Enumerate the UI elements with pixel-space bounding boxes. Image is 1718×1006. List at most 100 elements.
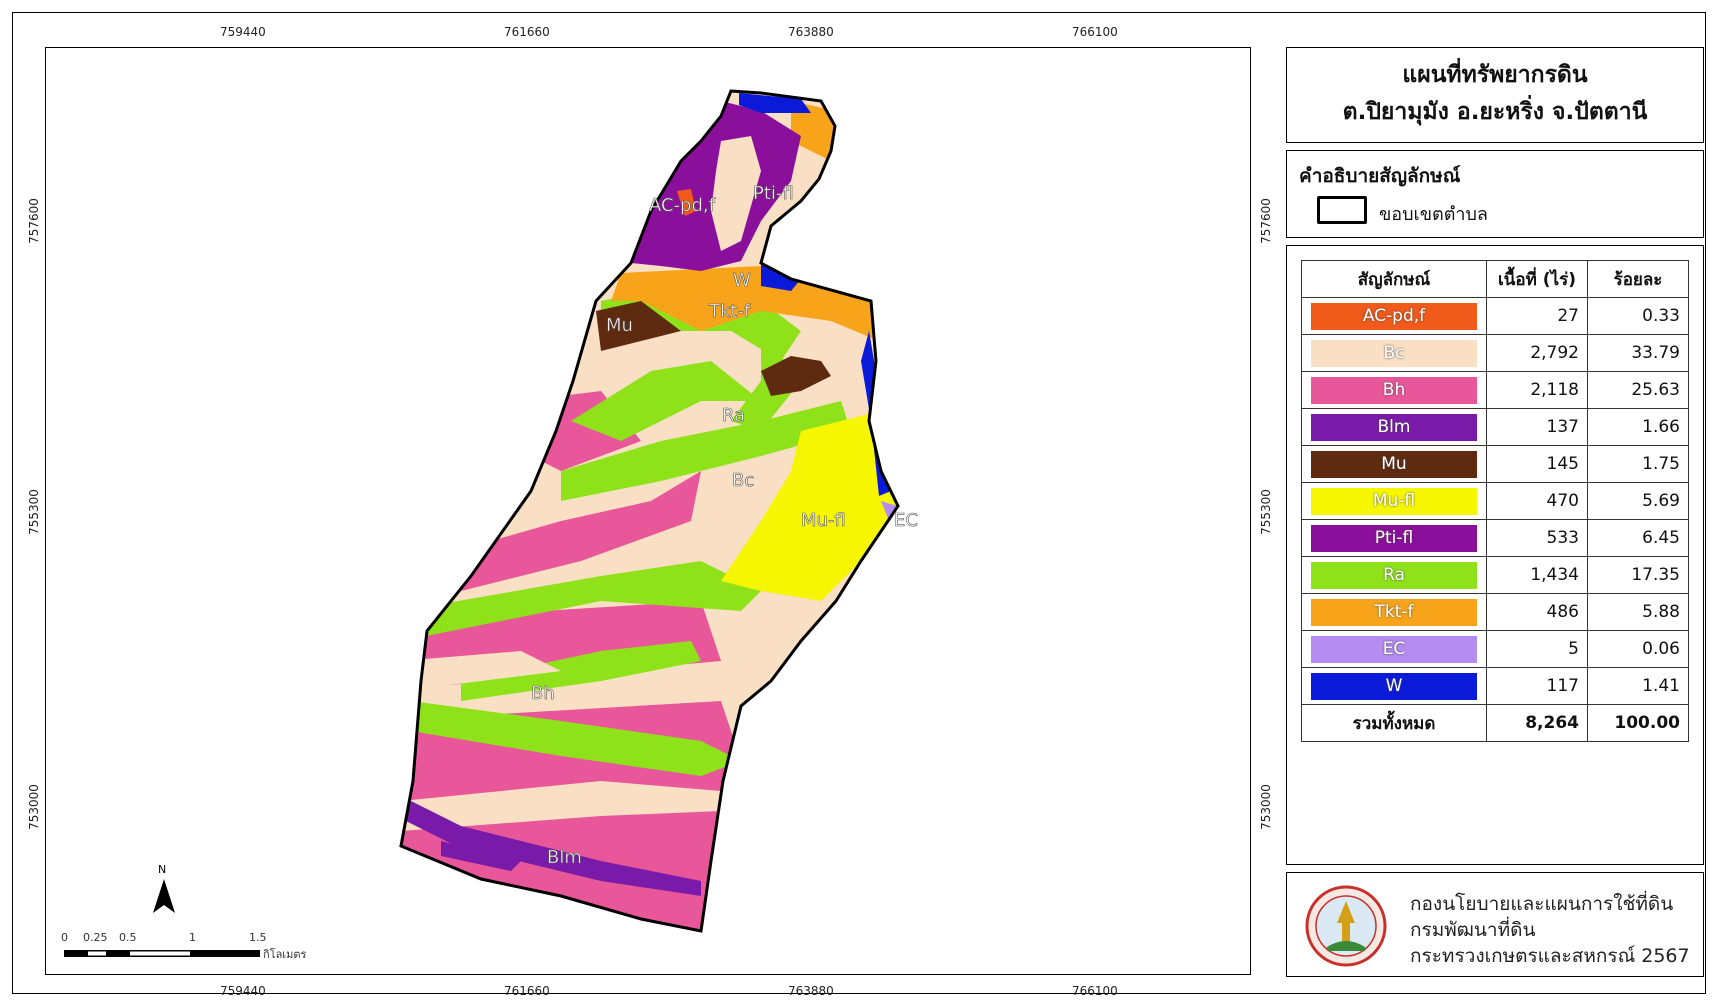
symbol-cell: W <box>1301 667 1487 705</box>
soil-swatch: Bh <box>1311 376 1477 404</box>
x-tick-bottom-1: 759440 <box>220 984 266 998</box>
scale-bar: 0 0.25 0.5 1 1.5 กิโลเมตร <box>61 931 306 961</box>
y-tick-left-1: 757600 <box>26 198 41 244</box>
total-area: 8,264 <box>1486 704 1588 742</box>
area-cell: 145 <box>1486 445 1588 483</box>
label-bh: Bh <box>531 683 555 704</box>
symbol-cell: Mu-fl <box>1301 482 1487 520</box>
org-department: กรมพัฒนาที่ดิน <box>1410 919 1536 941</box>
table-row: Mu-fl 470 5.69 <box>1301 482 1689 520</box>
percent-cell: 5.88 <box>1587 593 1689 631</box>
org-ministry-year: กระทรวงเกษตรและสหกรณ์ 2567 <box>1410 945 1690 967</box>
soil-swatch: Blm <box>1311 413 1477 441</box>
percent-cell: 17.35 <box>1587 556 1689 594</box>
total-label: รวมทั้งหมด <box>1301 704 1487 742</box>
label-blm: Blm <box>547 847 582 868</box>
ldd-seal-icon <box>1305 885 1387 967</box>
y-tick-left-2: 755300 <box>26 489 41 535</box>
col-header-area: เนื้อที่ (ไร่) <box>1486 260 1588 298</box>
percent-cell: 1.41 <box>1587 667 1689 705</box>
table-row: AC-pd,f 27 0.33 <box>1301 297 1689 335</box>
symbol-cell: Mu <box>1301 445 1487 483</box>
soil-swatch: Mu-fl <box>1311 487 1477 515</box>
label-mu-fl: Mu-fl <box>801 510 846 531</box>
area-cell: 486 <box>1486 593 1588 631</box>
table-row: Bc 2,792 33.79 <box>1301 334 1689 372</box>
map-frame[interactable]: AC-pd,f Pti-fl W Tkt-f Mu Ra Bc Mu-fl EC… <box>45 47 1251 975</box>
soil-swatch: Ra <box>1311 561 1477 589</box>
table-row: Bh 2,118 25.63 <box>1301 371 1689 409</box>
north-label: N <box>158 863 166 876</box>
x-tick-bottom-3: 763880 <box>788 984 834 998</box>
boundary-symbol-icon <box>1317 196 1367 224</box>
x-tick-top-3: 763880 <box>788 25 834 39</box>
soil-swatch: W <box>1311 672 1477 700</box>
x-tick-top-1: 759440 <box>220 25 266 39</box>
label-tkt-f: Tkt-f <box>708 301 751 322</box>
y-tick-right-3: 753000 <box>1258 784 1273 830</box>
percent-cell: 33.79 <box>1587 334 1689 372</box>
x-tick-top-2: 761660 <box>504 25 550 39</box>
total-percent: 100.00 <box>1587 704 1689 742</box>
percent-cell: 1.75 <box>1587 445 1689 483</box>
table-row: Ra 1,434 17.35 <box>1301 556 1689 594</box>
scale-label-05: 0.5 <box>119 931 137 944</box>
area-cell: 137 <box>1486 408 1588 446</box>
area-cell: 2,118 <box>1486 371 1588 409</box>
soil-swatch: Mu <box>1311 450 1477 478</box>
table-row: Mu 145 1.75 <box>1301 445 1689 483</box>
label-ec: EC <box>894 510 918 531</box>
map-subtitle: ต.ปิยามุมัง อ.ยะหริ่ง จ.ปัตตานี <box>1342 99 1648 125</box>
y-tick-left-3: 753000 <box>26 784 41 830</box>
soil-swatch: Bc <box>1311 339 1477 367</box>
area-cell: 117 <box>1486 667 1588 705</box>
soil-map[interactable]: AC-pd,f Pti-fl W Tkt-f Mu Ra Bc Mu-fl EC… <box>46 48 1251 975</box>
symbol-cell: AC-pd,f <box>1301 297 1487 335</box>
table-row: Pti-fl 533 6.45 <box>1301 519 1689 557</box>
soil-swatch: Tkt-f <box>1311 598 1477 626</box>
area-cell: 2,792 <box>1486 334 1588 372</box>
title-panel: แผนที่ทรัพยากรดิน ต.ปิยามุมัง อ.ยะหริ่ง … <box>1286 47 1704 143</box>
percent-cell: 5.69 <box>1587 482 1689 520</box>
percent-cell: 25.63 <box>1587 371 1689 409</box>
soil-swatch: Pti-fl <box>1311 524 1477 552</box>
symbol-cell: Bc <box>1301 334 1487 372</box>
scale-label-1: 1 <box>189 931 196 944</box>
scale-unit: กิโลเมตร <box>263 947 307 961</box>
org-division: กองนโยบายและแผนการใช้ที่ดิน <box>1410 893 1674 915</box>
area-cell: 533 <box>1486 519 1588 557</box>
percent-cell: 0.06 <box>1587 630 1689 668</box>
symbol-cell: EC <box>1301 630 1487 668</box>
percent-cell: 0.33 <box>1587 297 1689 335</box>
subdistrict-boundary <box>399 89 900 933</box>
scale-label-0: 0 <box>61 931 68 944</box>
symbol-cell: Pti-fl <box>1301 519 1487 557</box>
label-mu: Mu <box>606 315 633 336</box>
soil-swatch: EC <box>1311 635 1477 663</box>
soil-swatch: AC-pd,f <box>1311 302 1477 330</box>
table-row: EC 5 0.06 <box>1301 630 1689 668</box>
legend-panel: คำอธิบายสัญลักษณ์ ขอบเขตตำบล <box>1286 150 1704 238</box>
scale-label-15: 1.5 <box>249 931 267 944</box>
legend-heading: คำอธิบายสัญลักษณ์ <box>1299 165 1461 187</box>
label-bc: Bc <box>732 470 754 491</box>
symbol-cell: Bh <box>1301 371 1487 409</box>
scale-label-025: 0.25 <box>83 931 108 944</box>
table-row: Tkt-f 486 5.88 <box>1301 593 1689 631</box>
percent-cell: 6.45 <box>1587 519 1689 557</box>
symbol-cell: Ra <box>1301 556 1487 594</box>
area-cell: 5 <box>1486 630 1588 668</box>
soil-table-panel: สัญลักษณ์ เนื้อที่ (ไร่) ร้อยละ AC-pd,f 2… <box>1286 245 1704 865</box>
label-pti-fl: Pti-fl <box>753 183 794 204</box>
label-ac-pdf: AC-pd,f <box>649 195 716 216</box>
y-tick-right-2: 755300 <box>1258 489 1273 535</box>
x-tick-bottom-4: 766100 <box>1072 984 1118 998</box>
col-header-percent: ร้อยละ <box>1587 260 1689 298</box>
percent-cell: 1.66 <box>1587 408 1689 446</box>
symbol-cell: Blm <box>1301 408 1487 446</box>
table-total-row: รวมทั้งหมด 8,264 100.00 <box>1301 704 1689 742</box>
soil-table: สัญลักษณ์ เนื้อที่ (ไร่) ร้อยละ AC-pd,f 2… <box>1301 260 1689 742</box>
col-header-symbol: สัญลักษณ์ <box>1301 260 1487 298</box>
north-arrow-icon: N <box>153 863 175 913</box>
area-cell: 1,434 <box>1486 556 1588 594</box>
